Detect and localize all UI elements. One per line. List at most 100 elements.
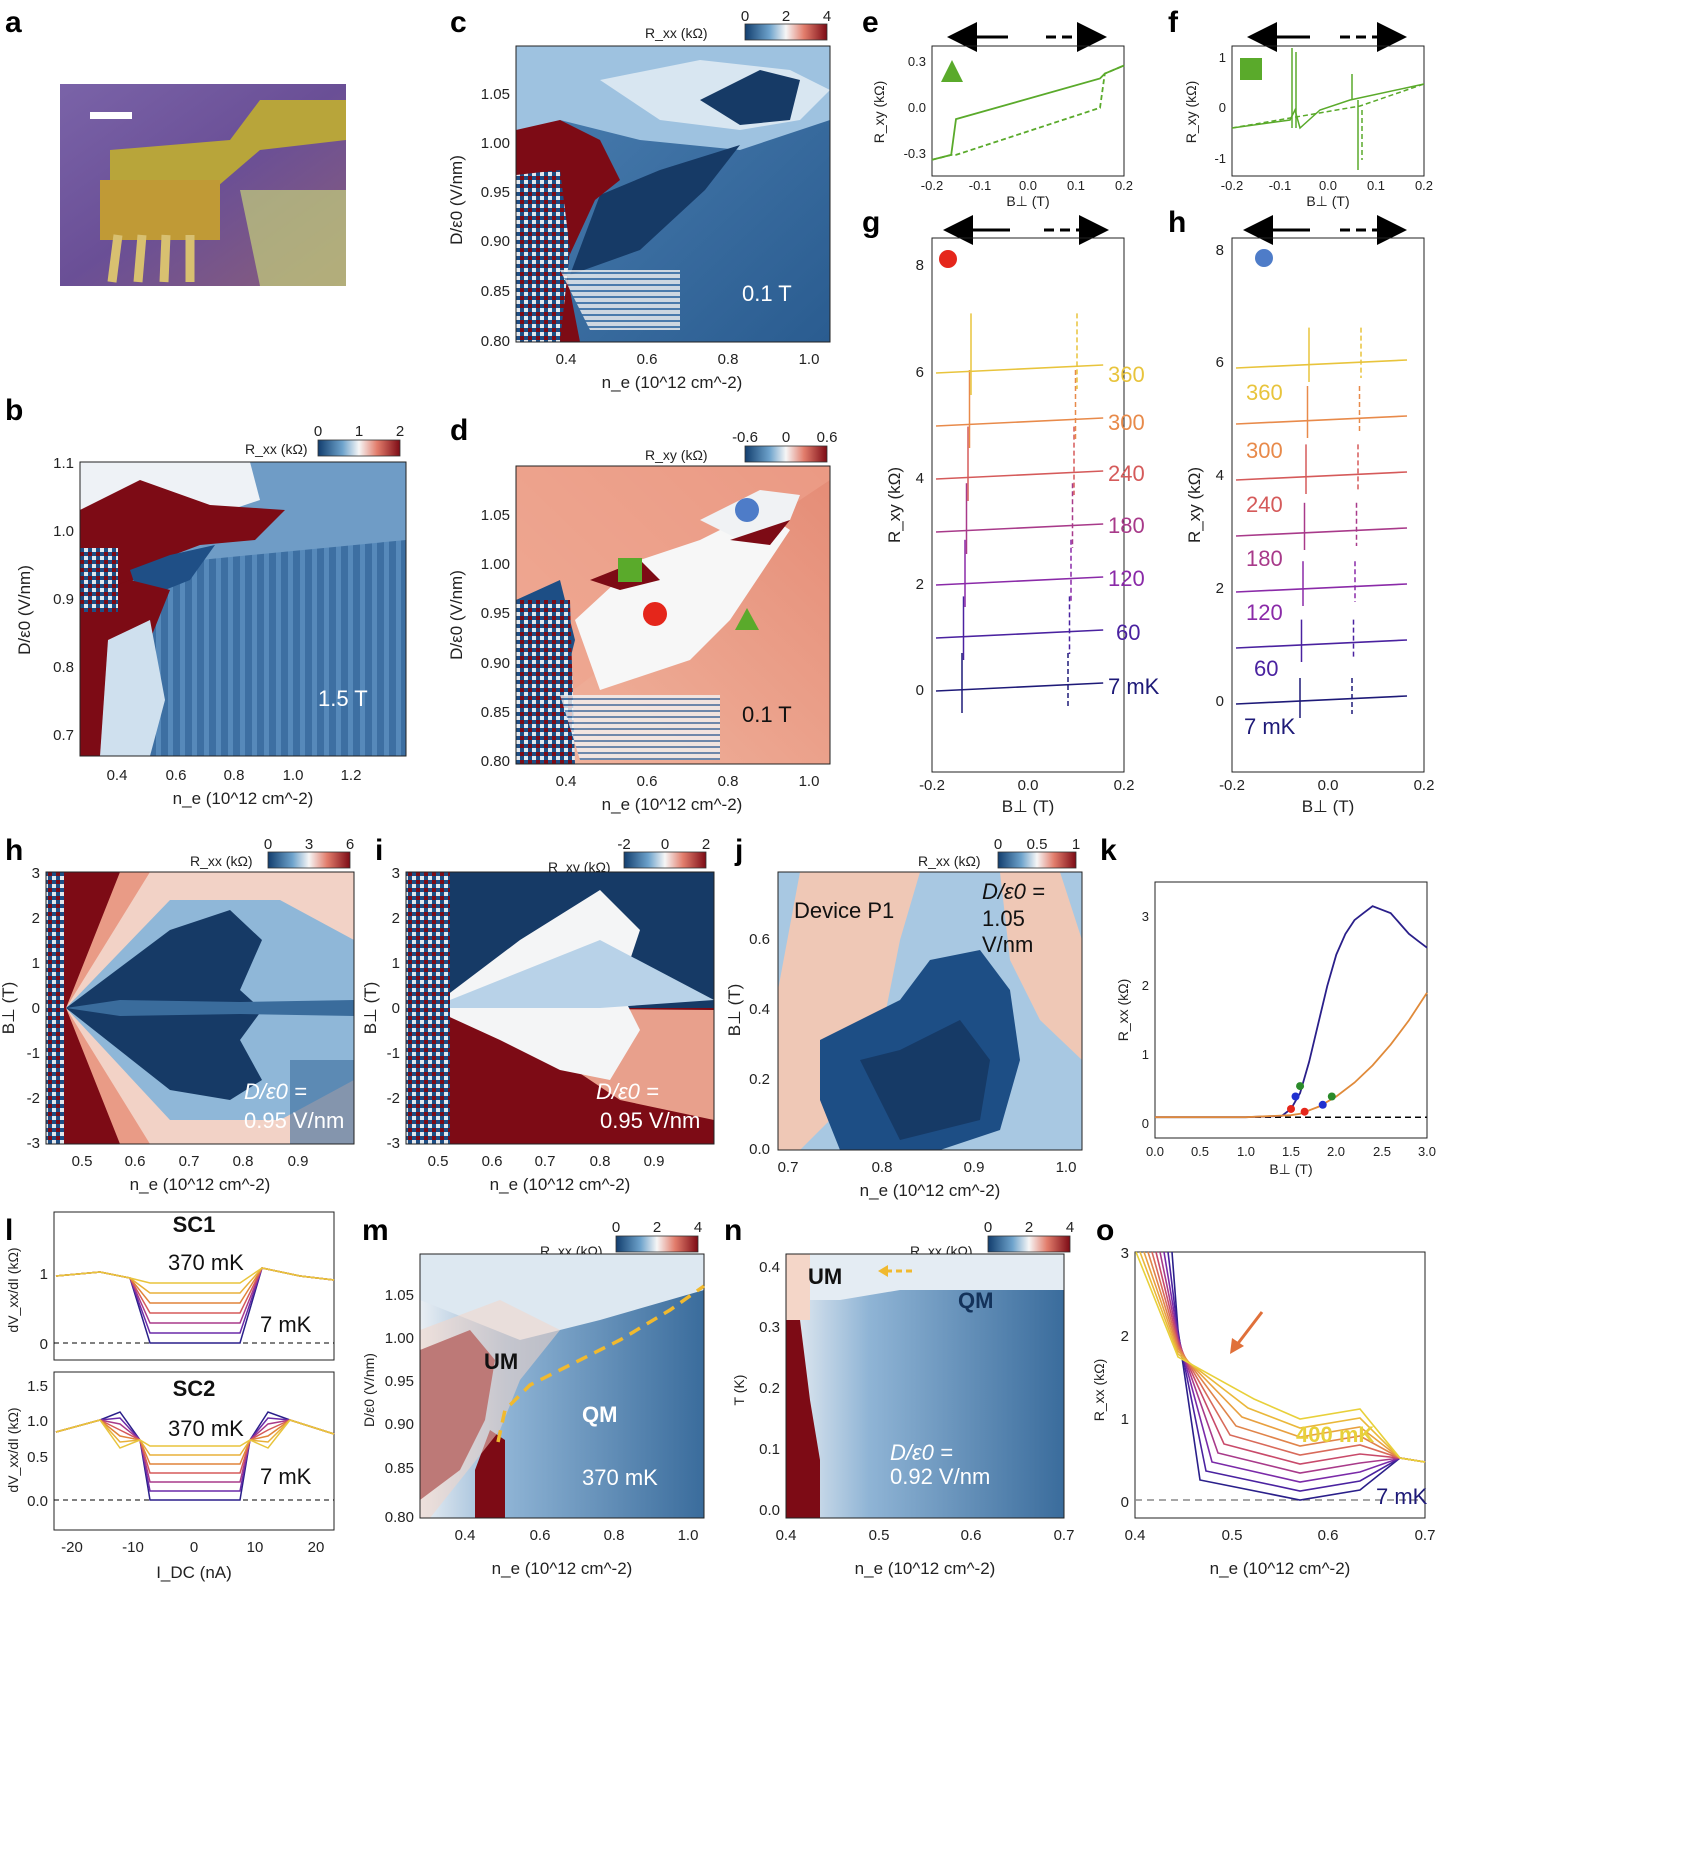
ylabel-b: D/ε0 (V/nm) — [15, 565, 34, 655]
sc1-label: SC1 — [173, 1212, 216, 1237]
panel-g: g 360 300 240 180 120 60 7 mK -0.2 0.0 0… — [862, 206, 1160, 816]
xtick-f: 0.2 — [1415, 178, 1433, 193]
yticks-i: 3 2 1 0 -1 -2 -3 — [387, 865, 400, 1152]
colorbar-n — [987, 1235, 1071, 1253]
ytick-c: 0.90 — [481, 233, 510, 250]
heatmap-n — [786, 1254, 1064, 1518]
trace-l-bot-0 — [55, 1411, 335, 1501]
ytick-k: 0 — [1142, 1116, 1149, 1131]
xtick-e: 0.2 — [1115, 178, 1133, 193]
temp-label: 360 — [1246, 380, 1283, 405]
temp-label: 60 — [1254, 656, 1278, 681]
trace-o-1 — [1167, 1251, 1426, 1492]
xtick-j: 0.7 — [778, 1159, 799, 1176]
heatmap-j — [778, 872, 1082, 1150]
xlabel-k: B⊥ (T) — [1269, 1161, 1312, 1177]
plot-l — [54, 1267, 335, 1501]
onset-marker-k — [1327, 1092, 1336, 1101]
frame-k — [1154, 881, 1428, 1139]
ytick-e: 0.0 — [908, 100, 926, 115]
ytick-l-top: 0 — [40, 1336, 48, 1353]
temp-label: 240 — [1108, 461, 1145, 486]
xtick-h: 0.0 — [1318, 777, 1339, 794]
ylabel-f: R_xy (kΩ) — [1183, 81, 1199, 144]
ytick-n: 0.2 — [759, 1380, 780, 1397]
ytick-h: 6 — [1216, 354, 1224, 371]
ylabel-g: R_xy (kΩ) — [885, 467, 904, 543]
xtick-m: 0.4 — [455, 1527, 476, 1544]
xlabel-o: n_e (10^12 cm^-2) — [1210, 1559, 1351, 1578]
xticks-m: 0.4 0.6 0.8 1.0 — [455, 1527, 699, 1544]
xlabel-l: I_DC (nA) — [156, 1563, 232, 1582]
frame-j — [777, 871, 1083, 1151]
ytick-k: 1 — [1142, 1047, 1149, 1062]
ytick-d: 1.05 — [481, 507, 510, 524]
um-label-n: UM — [808, 1264, 842, 1289]
ytick-o: 2 — [1121, 1328, 1129, 1345]
xtick-o: 0.5 — [1222, 1527, 1243, 1544]
xtick-b: 1.2 — [341, 767, 362, 784]
ytick-h: 0 — [1216, 693, 1224, 710]
xtick-c: 1.0 — [799, 351, 820, 368]
ylabel-j: B⊥ (T) — [725, 984, 744, 1037]
ytick-j: 0.2 — [749, 1071, 770, 1088]
ytick-g: 8 — [916, 257, 924, 274]
field-d: 0.1 T — [742, 702, 792, 727]
panel-label-e: e — [862, 6, 879, 39]
xtick-l: 0 — [190, 1539, 198, 1556]
xticks-d: 0.4 0.6 0.8 1.0 — [556, 773, 820, 790]
ytick-c: 0.80 — [481, 333, 510, 350]
ytick-f: -1 — [1214, 151, 1226, 166]
ytick-o: 1 — [1121, 1411, 1129, 1428]
ylabel-c: D/ε0 (V/nm) — [447, 155, 466, 245]
xlabel-j: n_e (10^12 cm^-2) — [860, 1181, 1001, 1200]
panel-l: l SC1 370 mK 7 mK SC2 370 mK 7 mK 1 0 1.… — [5, 1211, 335, 1582]
cbar-title-b: R_xx (kΩ) — [245, 441, 308, 457]
panel-d: d R_xy (kΩ) -0.6 0 0.6 0.1 T 0.4 0.6 0.8… — [447, 414, 837, 814]
panel-label-i: i — [375, 834, 383, 867]
plot-k — [1155, 905, 1428, 1119]
xtick-b: 0.6 — [166, 767, 187, 784]
panel-f: f -0.2 -0.1 0.0 0.1 0.2 1 0 -1 B⊥ (T) R_… — [1168, 6, 1433, 209]
ytick-l-bot: 1.0 — [27, 1413, 48, 1430]
o-hot-label: 400 mK — [1296, 1422, 1374, 1447]
temp-label: 120 — [1246, 600, 1283, 625]
ytick-o: 3 — [1121, 1245, 1129, 1262]
trace-1 — [1235, 639, 1408, 649]
xtick-j: 0.9 — [964, 1159, 985, 1176]
xticks-o: 0.4 0.5 0.6 0.7 — [1125, 1527, 1436, 1544]
panel-k: k 0.0 0.5 1.0 1.5 2.0 2.5 3.0 3 2 1 0 B⊥… — [1100, 834, 1436, 1177]
xtick-o: 0.4 — [1125, 1527, 1146, 1544]
ytick-d: 0.90 — [481, 655, 510, 672]
trace-6 — [1235, 359, 1408, 369]
xticks-b: 0.4 0.6 0.8 1.0 1.2 — [107, 767, 362, 784]
cbar-tick-b-0: 0 — [314, 423, 322, 440]
ytick-f: 1 — [1219, 50, 1226, 65]
panel-label-c: c — [450, 6, 467, 39]
ytick-h2: 3 — [32, 865, 40, 882]
xtick-d: 1.0 — [799, 773, 820, 790]
ytick-l-top: 1 — [40, 1266, 48, 1283]
ytick-m: 0.95 — [385, 1373, 414, 1390]
device-label-j: Device P1 — [794, 898, 894, 923]
panel-m: m R_xx (kΩ) 0 2 4 UM QM 370 mK 0.4 0.6 0… — [361, 1214, 706, 1578]
qm-label-n: QM — [958, 1288, 993, 1313]
temp-label: 180 — [1246, 546, 1283, 571]
trace-l-bot-5 — [55, 1419, 335, 1456]
ytick-c: 1.05 — [481, 86, 510, 103]
xtick-f: -0.1 — [1269, 178, 1291, 193]
plot-g — [935, 313, 1104, 713]
annotation-n-line1: D/ε0 = — [890, 1440, 953, 1465]
trace-5 — [935, 417, 1104, 427]
cbar-tick-m: 0 — [612, 1219, 620, 1236]
trace-l-top-6 — [55, 1267, 335, 1284]
temp-label: 360 — [1108, 362, 1145, 387]
panel-o: o 400 mK 7 mK 0.4 0.5 0.6 0.7 3 2 1 0 n_… — [1091, 1214, 1435, 1578]
ylabel-n: T (K) — [731, 1375, 747, 1406]
panel-label-o: o — [1096, 1214, 1114, 1247]
ytick-i: -2 — [387, 1090, 400, 1107]
cbar-title-c: R_xx (kΩ) — [645, 25, 708, 41]
ylabel-k: R_xx (kΩ) — [1115, 979, 1131, 1042]
frame-h — [1231, 237, 1425, 773]
